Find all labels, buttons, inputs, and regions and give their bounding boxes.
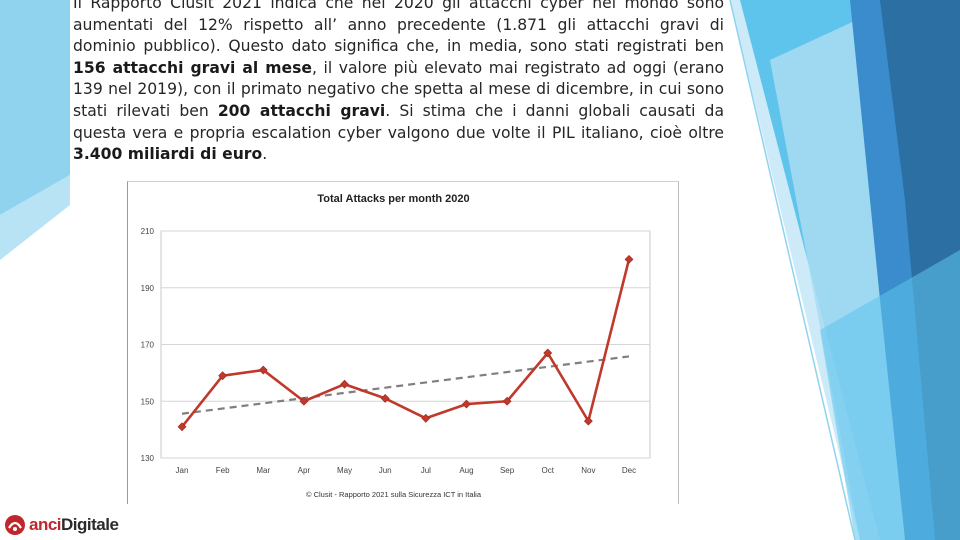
right-thin-line	[729, 0, 856, 540]
chart-title: Total Attacks per month 2020	[317, 193, 469, 205]
data-point-jun	[380, 393, 390, 403]
x-tick-label-dec: Dec	[622, 466, 636, 475]
data-point-apr	[299, 396, 309, 406]
highlight-damage-amount: 3.400 miliardi di euro	[73, 145, 263, 164]
x-tick-label-aug: Aug	[459, 466, 473, 475]
intro-paragraph: Il Rapporto Clusit 2021 indica che nel 2…	[73, 0, 724, 166]
paragraph-text-4: .	[262, 145, 268, 164]
data-point-sep	[502, 396, 512, 406]
data-point-nov	[583, 416, 593, 426]
left-edge-teal	[0, 0, 70, 215]
anci-digitale-logo: anciDigitale	[4, 513, 119, 537]
x-tick-label-sep: Sep	[500, 466, 515, 475]
x-tick-label-apr: Apr	[298, 466, 311, 475]
data-point-jul	[421, 413, 431, 423]
attacks-chart-svg: Total Attacks per month 2020 130 150 170 190…	[141, 193, 651, 499]
y-tick-label-210: 210	[141, 227, 155, 236]
chart-source-caption: © Clusit - Rapporto 2021 sulla Sicurezza…	[306, 490, 482, 499]
x-tick-label-nov: Nov	[581, 466, 595, 475]
data-point-feb	[218, 371, 228, 381]
data-point-jan	[177, 422, 187, 432]
y-tick-label-170: 170	[141, 341, 155, 350]
trend-line	[181, 355, 630, 415]
y-tick-label-190: 190	[141, 284, 155, 293]
attacks-chart: Total Attacks per month 2020 130 150 170 190…	[127, 181, 679, 504]
logo-suffix: Digitale	[61, 515, 119, 534]
left-edge-light	[0, 175, 70, 260]
x-tick-label-mar: Mar	[256, 466, 270, 475]
logo-prefix: anci	[29, 515, 62, 534]
data-point-aug	[462, 399, 471, 409]
y-tick-label-130: 130	[141, 454, 155, 463]
paragraph-text-1: Il Rapporto Clusit 2021 indica che nel 2…	[73, 0, 724, 56]
x-tick-label-feb: Feb	[216, 466, 230, 475]
data-point-may	[340, 379, 349, 389]
x-tick-label-may: May	[337, 466, 352, 475]
logo-mark-icon	[5, 515, 25, 535]
right-lower-teal	[820, 250, 960, 540]
data-point-dec	[624, 254, 634, 264]
series-line-total-attacks	[180, 259, 631, 428]
data-point-oct	[543, 348, 553, 358]
highlight-december-attacks: 200 attacchi gravi	[217, 101, 386, 120]
x-tick-label-jul: Jul	[421, 466, 431, 475]
x-tick-label-jan: Jan	[176, 466, 189, 475]
x-tick-label-oct: Oct	[542, 466, 555, 475]
paragraph-text-3: . Si stima che i danni globali causati d…	[73, 101, 724, 142]
paragraph-text-2: , il valore più elevato mai registrato a…	[73, 58, 724, 120]
y-tick-label-150: 150	[141, 397, 155, 406]
data-point-mar	[258, 365, 268, 375]
x-tick-label-jun: Jun	[379, 466, 392, 475]
logo-text: anciDigitale	[29, 515, 119, 535]
highlight-monthly-attacks: 156 attacchi gravi al mese	[73, 58, 312, 77]
